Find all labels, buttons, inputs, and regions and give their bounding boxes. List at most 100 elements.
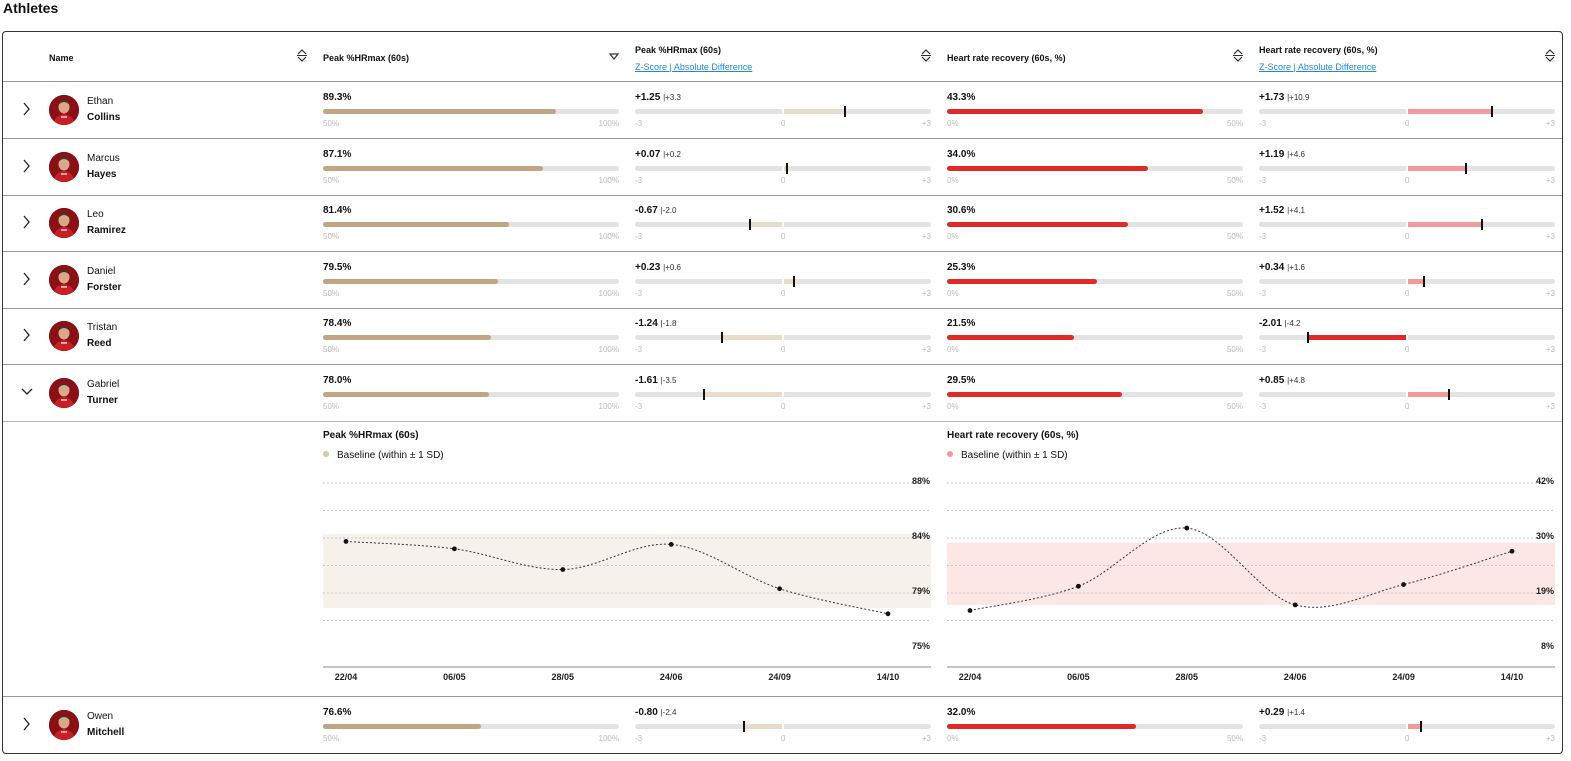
peak-chart-baseline-band — [323, 534, 931, 608]
player-photo-icon — [49, 321, 79, 351]
column-header-peak-z[interactable]: Peak %HRmax (60s) Z-Score | Absolute Dif… — [635, 32, 925, 82]
chevron-down-icon[interactable] — [21, 385, 33, 399]
zscore-toggle-link-peak[interactable]: Z-Score | Absolute Difference — [635, 62, 753, 72]
player-photo-icon — [49, 208, 79, 238]
scale-min-label: 0% — [947, 232, 959, 241]
peak-hrmax-bar-fill — [323, 279, 498, 284]
zero-divider — [782, 222, 784, 227]
hrr-zscore-marker — [1422, 276, 1425, 287]
hrr-zscore-readout: -2.01 |-4.2 — [1259, 318, 1300, 329]
hrr-chart-data-point[interactable] — [1401, 582, 1406, 587]
athlete-last-name: Mitchell — [87, 727, 125, 738]
peak-hrmax-value: 78.4% — [323, 318, 352, 329]
z-max-label: +3 — [921, 289, 931, 298]
hrr-zscore-marker — [1464, 163, 1467, 174]
peak-chart-data-point[interactable] — [885, 611, 891, 617]
hrr-chart-data-point[interactable] — [1184, 525, 1190, 531]
hrr-diff-separator: | — [1284, 319, 1287, 328]
z-min-label: -3 — [1259, 232, 1267, 241]
hrr-chart-data-point[interactable] — [1292, 602, 1298, 608]
chevron-right-icon[interactable] — [21, 159, 33, 173]
legend-label-peak: Baseline (within ± 1 SD) — [337, 450, 444, 461]
chevron-right-icon[interactable] — [21, 717, 33, 731]
athlete-row[interactable]: Owen Mitchell 76.6% 50% 100% -0.80 |-2.4 -3 0 +3… — [3, 697, 1562, 753]
hrr-diff-separator: | — [1287, 263, 1290, 272]
hrr-chart-data-point[interactable] — [1509, 548, 1515, 554]
athlete-first-name: Daniel — [87, 266, 116, 277]
athlete-first-name: Gabriel — [87, 379, 120, 390]
athlete-row[interactable]: Ethan Collins 89.3% 50% 100% +1.25 |+3.3 -3 0 +3… — [3, 82, 1562, 139]
peak-absolute-diff: -2.0 — [662, 206, 677, 215]
hrr-value: 43.3% — [947, 92, 976, 103]
z-max-label: +3 — [921, 345, 931, 354]
player-photo-icon — [49, 378, 79, 408]
column-header-hrr-z[interactable]: Heart rate recovery (60s, %) Z-Score | A… — [1259, 32, 1549, 82]
sort-icon-hrr-z[interactable] — [1544, 47, 1556, 63]
peak-hrmax-bar-fill — [323, 222, 509, 227]
hrr-zscore-band — [1407, 166, 1466, 171]
hrr-bar-fill — [947, 166, 1149, 171]
hrr-chart-x-tick-label: 24/06 — [1284, 672, 1307, 682]
athlete-row[interactable]: Tristan Reed 78.4% 50% 100% -1.24 |-1.8 -3 0 +3 2… — [3, 308, 1562, 365]
zero-divider — [1406, 279, 1408, 284]
peak-zscore-band — [749, 222, 783, 227]
peak-zscore-value: -1.61 — [635, 375, 658, 386]
chart-legend-peak: Baseline (within ± 1 SD) — [323, 450, 444, 461]
athlete-row[interactable]: Leo Ramirez 81.4% 50% 100% -0.67 |-2.0 -3 0 +3 30… — [3, 195, 1562, 252]
peak-chart-data-point[interactable] — [560, 567, 566, 572]
column-header-name[interactable]: Name — [49, 32, 319, 82]
athlete-row[interactable]: Gabriel Turner 78.0% 50% 100% -1.61 |-3.5 -3 0 +… — [3, 365, 1562, 422]
peak-chart-x-tick-label: 28/05 — [552, 672, 575, 682]
athlete-last-name: Hayes — [87, 169, 117, 180]
athlete-last-name: Ramirez — [87, 225, 126, 236]
hrr-zscore-cell: +0.85 |+4.8 -3 0 +3 — [1259, 365, 1555, 422]
peak-zscore-marker — [785, 163, 788, 174]
scale-max-label: 100% — [598, 345, 619, 354]
z-max-label: +3 — [1545, 734, 1555, 743]
column-header-peak[interactable]: Peak %HRmax (60s) — [323, 32, 613, 82]
peak-zscore-value: +1.25 — [635, 92, 661, 103]
peak-zscore-track — [635, 219, 931, 230]
peak-chart-data-point[interactable] — [452, 546, 457, 552]
sort-icon-hrr[interactable] — [1232, 47, 1244, 63]
peak-chart-data-point[interactable] — [668, 542, 674, 547]
hrr-value: 34.0% — [947, 149, 976, 160]
peak-zscore-band — [783, 109, 845, 114]
sort-icon-name[interactable] — [296, 47, 308, 63]
athlete-row[interactable]: Daniel Forster 79.5% 50% 100% +0.23 |+0.6 -3 0 +… — [3, 252, 1562, 309]
hrr-chart-y-tick-label: 30% — [1536, 531, 1554, 541]
column-header-name-label: Name — [49, 53, 74, 63]
chevron-right-icon[interactable] — [21, 102, 33, 116]
hrr-zscore-band — [1407, 222, 1482, 227]
hrr-diff-separator: | — [1287, 206, 1290, 215]
peak-hrmax-cell: 78.0% 50% 100% — [323, 365, 619, 422]
hrr-absolute-diff: +4.8 — [1289, 376, 1305, 385]
scale-min-label: 0% — [947, 734, 959, 743]
hrr-diff-separator: | — [1287, 376, 1290, 385]
athlete-last-name: Forster — [87, 282, 122, 293]
hrr-chart-data-point[interactable] — [967, 608, 973, 613]
scale-min-label: 50% — [323, 232, 340, 241]
sort-icon-peak-z[interactable] — [920, 47, 932, 63]
hrr-value: 21.5% — [947, 318, 976, 329]
peak-hrmax-trend-chart: 88% 84% 79% 75% 22/04 06/05 28/05 24/06 24/09 14/… — [323, 476, 931, 682]
sort-descending-icon[interactable] — [608, 47, 620, 63]
athletes-table: Name Peak %HRmax (60s) Peak %HRmax (60s)… — [2, 31, 1563, 754]
chevron-right-icon[interactable] — [21, 215, 33, 229]
chevron-right-icon[interactable] — [21, 328, 33, 342]
zscore-toggle-link-hrr[interactable]: Z-Score | Absolute Difference — [1259, 62, 1377, 72]
zero-divider — [782, 109, 784, 114]
peak-hrmax-cell: 81.4% 50% 100% — [323, 195, 619, 252]
hrr-bar-fill — [947, 109, 1204, 114]
athlete-row[interactable]: Marcus Hayes 87.1% 50% 100% +0.07 |+0.2 -3 0 +3 3… — [3, 139, 1562, 196]
scale-min-label: 50% — [323, 734, 340, 743]
peak-zscore-track — [635, 332, 931, 343]
scale-max-label: 50% — [1226, 734, 1243, 743]
hrr-chart-data-point[interactable] — [1076, 583, 1081, 589]
peak-chart-data-point[interactable] — [777, 586, 782, 592]
peak-diff-separator: | — [663, 150, 666, 159]
chevron-right-icon[interactable] — [21, 272, 33, 286]
column-header-hrr[interactable]: Heart rate recovery (60s, %) — [947, 32, 1237, 82]
peak-chart-data-point[interactable] — [343, 539, 349, 544]
hrr-zscore-cell: +1.73 |+10.9 -3 0 +3 — [1259, 82, 1555, 139]
